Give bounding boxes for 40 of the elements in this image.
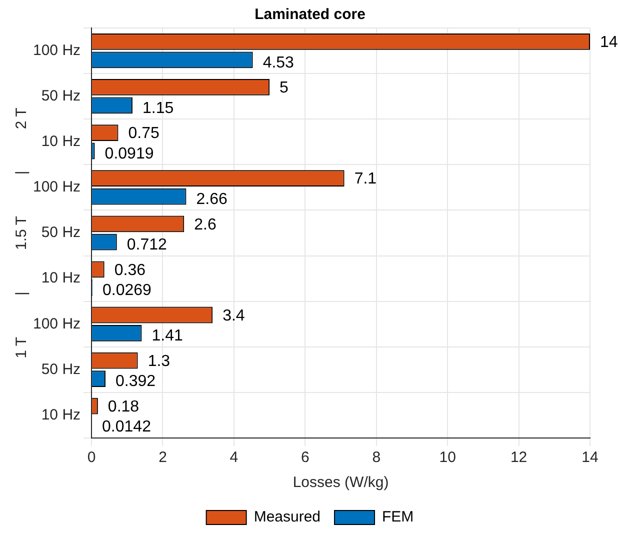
x-tick-label: 2 <box>158 449 167 466</box>
y-tick-label: 100 Hz <box>32 178 81 196</box>
legend-label: Measured <box>254 508 321 526</box>
y-tick-label: 50 Hz <box>41 360 81 378</box>
y-tick-label: 10 Hz <box>41 133 81 150</box>
data-label: 0.36 <box>114 262 146 279</box>
data-label: 0.0919 <box>104 145 154 162</box>
data-label: 1.3 <box>148 352 170 370</box>
chart-title: Laminated core <box>254 6 366 24</box>
y-tick-label: 100 Hz <box>32 42 81 59</box>
x-tick-label: 6 <box>300 449 310 466</box>
data-label: 3.4 <box>222 307 245 324</box>
legend-label: FEM <box>382 508 414 526</box>
data-label: 0.0142 <box>102 418 152 436</box>
data-label: 7.1 <box>354 170 377 188</box>
data-label: 4.53 <box>262 54 294 72</box>
data-label: 1.41 <box>152 328 183 345</box>
x-tick-label: 0 <box>87 449 96 466</box>
x-tick-label: 12 <box>510 449 528 466</box>
data-label: 0.712 <box>126 236 168 254</box>
x-tick-label: 4 <box>230 449 238 466</box>
x-tick-label: 14 <box>582 449 598 466</box>
data-label: 2.6 <box>194 216 216 234</box>
x-tick-label: 10 <box>439 449 456 466</box>
y-tick-label: 10 Hz <box>41 270 81 287</box>
data-label: 1.15 <box>142 100 174 117</box>
data-label: 0.18 <box>108 398 140 416</box>
data-label: 0.0269 <box>102 282 152 300</box>
data-label: 0.392 <box>115 373 156 390</box>
data-label: 5 <box>280 80 289 97</box>
y-tick-label: 50 Hz <box>41 87 81 104</box>
y-tick-label: 50 Hz <box>41 224 81 242</box>
y-axis-title: 1 T | 1.5 T | 2 T <box>13 108 30 358</box>
data-label: 14 <box>600 34 618 52</box>
x-axis-title: Losses (W/kg) <box>292 474 389 492</box>
data-label: 0.75 <box>128 125 160 142</box>
x-tick-label: 8 <box>372 449 381 466</box>
y-tick-label: 100 Hz <box>32 315 81 332</box>
y-tick-label: 10 Hz <box>41 406 81 424</box>
data-label: 2.66 <box>196 190 228 208</box>
